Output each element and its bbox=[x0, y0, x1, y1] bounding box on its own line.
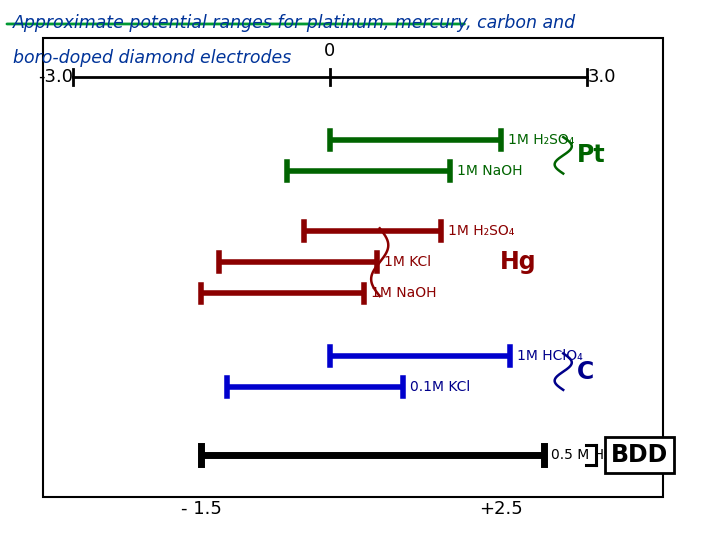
Text: 1M H₂SO₄: 1M H₂SO₄ bbox=[449, 224, 515, 238]
Text: Approximate potential ranges for platinum, mercury, carbon and: Approximate potential ranges for platinu… bbox=[13, 14, 576, 31]
Text: 1M HClO₄: 1M HClO₄ bbox=[517, 349, 582, 363]
Text: +2.5: +2.5 bbox=[480, 500, 523, 517]
FancyBboxPatch shape bbox=[42, 38, 662, 497]
Text: 1M NaOH: 1M NaOH bbox=[371, 286, 436, 300]
Text: 1M H₂SO₄: 1M H₂SO₄ bbox=[508, 133, 575, 147]
Text: 3.0: 3.0 bbox=[588, 68, 616, 86]
Text: boro-doped diamond electrodes: boro-doped diamond electrodes bbox=[13, 49, 291, 66]
Text: Hg: Hg bbox=[500, 250, 536, 274]
Text: 0.1M KCl: 0.1M KCl bbox=[410, 380, 470, 394]
Text: 0: 0 bbox=[325, 43, 336, 60]
Text: 1M KCl: 1M KCl bbox=[384, 255, 431, 269]
Text: Pt: Pt bbox=[577, 143, 606, 167]
Text: - 1.5: - 1.5 bbox=[181, 500, 222, 517]
Text: BDD: BDD bbox=[611, 443, 668, 467]
Text: C: C bbox=[577, 360, 594, 383]
Text: 0.5 M H₂SO₄: 0.5 M H₂SO₄ bbox=[552, 448, 635, 462]
Text: 1M NaOH: 1M NaOH bbox=[457, 164, 523, 178]
Text: -3.0: -3.0 bbox=[37, 68, 73, 86]
